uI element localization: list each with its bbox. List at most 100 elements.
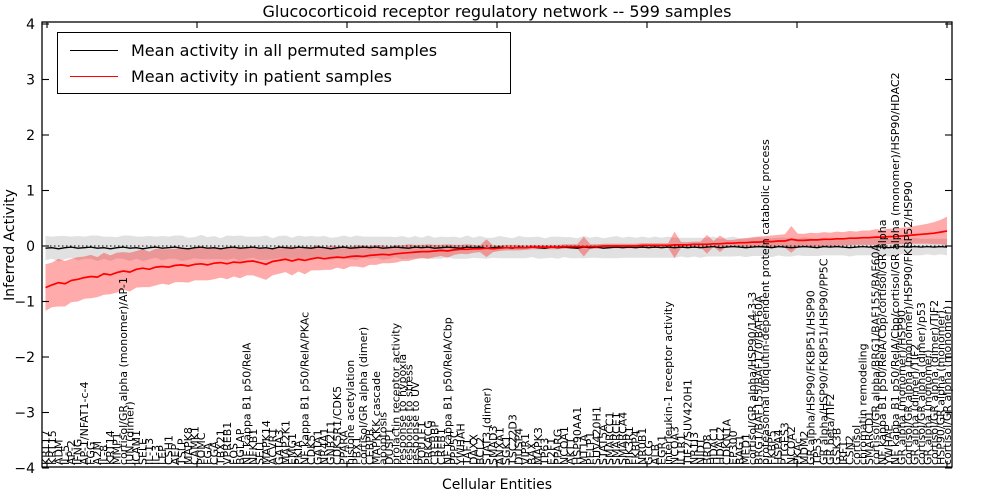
x-tick-label: cortisol/GR alpha/HSP90/14-3-3 [746, 292, 759, 465]
x-tick-label: NCOA2 [785, 426, 798, 465]
x-tick-label: PPP5C [448, 430, 461, 465]
x-tick-label: CAMK1 [189, 426, 202, 465]
x-tick-label: NF kappa B1 p50/RelA [240, 342, 253, 465]
x-tick-label: cortisol/GR alpha (monomer) [941, 306, 954, 465]
x-tick-label: HSPA4 [772, 429, 785, 465]
x-tick-label: cortisol/GR alpha (dimer) [357, 327, 370, 465]
x-tick-label: NF kappa B1 p50/RelA/Cbp/cortisol/GR alp… [876, 219, 889, 465]
y-tick-label: 4 [26, 17, 35, 33]
x-tick-label: GR alpha (monomer)/HSP90 [895, 310, 908, 465]
y-axis-label: Inferred Activity [2, 189, 18, 301]
x-tick-label: MED1 [740, 433, 753, 465]
x-tick-label: AP-2 [65, 440, 78, 465]
x-tick-label: ICAM1 [130, 430, 143, 465]
black-line-sample-icon [70, 49, 118, 51]
x-tick-label: cortisol/GR alpha/BRG1/BAF155/BAF60A [870, 243, 883, 465]
x-tick-label: SMARCA4 [617, 412, 630, 465]
x-tick-label: NR4A1 [318, 428, 331, 465]
x-tick-label: FKBP5 [766, 430, 779, 465]
x-tick-label: SMARCC1 [604, 412, 617, 465]
x-tick-label: GR beta/TIF2 [824, 394, 837, 465]
x-tick-label: FGG [85, 442, 98, 465]
x-tick-label: cortisol/GR alpha (dimer)/p53 [915, 302, 928, 465]
x-tick-label: histone acetylation [344, 360, 357, 465]
x-tick-label: PBX1 [351, 436, 364, 465]
x-tick-label: PPARG [552, 429, 565, 465]
x-tick-label: IL-8 [98, 445, 111, 465]
x-tick-label: DAXX [467, 434, 480, 465]
x-tick-label: GR alpha/HSP90/FKBP51/HSP90/PP5C [818, 258, 831, 465]
x-tick-label: GR alpha (monomer) [921, 350, 934, 465]
chart-title: Glucocorticoid receptor regulatory netwo… [262, 2, 732, 21]
x-tick-label: SELL [253, 438, 266, 465]
x-tick-label: CGA [208, 441, 221, 465]
x-tick-label: NF kappa B1 p50/RelA/PKAc [299, 312, 312, 465]
x-tick-label: cortisol/GR alpha (dimer)/TIF2 [928, 300, 941, 465]
x-tick-label: POU1F1 [416, 421, 429, 465]
x-tick-label: CDK5R1/CDK5 [331, 386, 344, 465]
x-tick-label: response to UV [409, 381, 422, 465]
x-tick-label: MDM2 [798, 431, 811, 465]
x-tick-label: SUV420H1 [591, 406, 604, 465]
x-tick-label: TAF1 [461, 438, 474, 466]
x-tick-label: FOS [227, 443, 240, 465]
legend-label-patient: Mean activity in patient samples [131, 66, 392, 86]
x-tick-label: BAG1 [733, 435, 746, 465]
x-tick-label: YWHAH [454, 423, 467, 466]
x-tick-label: KRT14 [104, 430, 117, 465]
x-tick-label: response to stress [403, 364, 416, 465]
x-tick-label: SELE [137, 438, 150, 465]
x-tick-label: IL-5 [59, 445, 72, 465]
y-tick-label: 0 [26, 239, 35, 255]
x-tick-label: E2F1 [545, 438, 558, 465]
x-tick-label: cortisol [850, 425, 863, 465]
x-tick-label: BCL2 [474, 437, 487, 465]
x-tick-label: ALB [649, 444, 662, 465]
x-tick-label: IFNG [72, 439, 85, 465]
x-tick-label: GATA3 [273, 429, 286, 465]
red-line-sample-icon [70, 75, 118, 77]
x-tick-label: LEP [156, 445, 169, 465]
x-tick-label: GSK3B [831, 428, 844, 465]
x-tick-label: GR alpha (dimer)/TIF2 [908, 344, 921, 465]
x-tick-label: TP53 [811, 438, 824, 466]
y-tick-label: −2 [14, 350, 35, 366]
x-tick-label: EGR1 [655, 435, 668, 465]
x-tick-label: ADM [52, 440, 65, 466]
x-tick-label: HDAC1 [707, 426, 720, 465]
x-tick-label: EP300 [727, 430, 740, 465]
x-tick-label: SMARCD1 [863, 411, 876, 465]
legend-entry-patient: Mean activity in patient samples [58, 67, 510, 86]
x-tick-label: MAP2K1 [279, 420, 292, 465]
patient-band [45, 216, 947, 311]
x-tick-label: chromatin remodeling [857, 343, 870, 465]
x-tick-label: NCOA1 [558, 426, 571, 465]
x-tick-labels: KRT17KRT15ADMIL-5AP-2IFNGAP-1/NFAT1-c-4F… [39, 72, 954, 466]
x-tick-label: BAX [526, 442, 539, 465]
x-tick-label: MAPK8 [182, 427, 195, 465]
x-tick-label: NF kappa B1 p50/RelA/Cbp/cortisol/GR alp… [889, 72, 902, 465]
x-tick-label: apoptosis [377, 412, 390, 465]
x-tick-label: VIPR1 [519, 433, 532, 465]
x-tick-label: MT1A [578, 434, 591, 465]
x-tick-label: proteasomal ubiquitin-dependent protein … [759, 139, 772, 465]
legend: Mean activity in all permuted samples Me… [57, 32, 511, 94]
x-tick-label: POMC [195, 432, 208, 465]
x-tick-label: MAPK3 [532, 427, 545, 465]
x-tick-label: IL-3 [150, 445, 163, 465]
x-tick-label: GR alpha/HSP90/FKBP51/HSP90 [805, 290, 818, 465]
x-tick-label: BRG1/BAF155/BAF170/BAF60A [753, 295, 766, 465]
x-tick-label: GNB2L1 [325, 421, 338, 465]
x-tick-label: PRKACG [422, 420, 435, 465]
x-tick-label: prolactin receptor activity [390, 322, 403, 465]
x-tick-label: TIF2/SUV420H1 [681, 379, 694, 466]
x-tick-label: GATA1 [312, 429, 325, 465]
x-tick-label: BGLAP [234, 428, 247, 465]
x-tick-label: EMG1 [286, 433, 299, 465]
x-tick-label: CSN2 [844, 435, 857, 465]
x-tick-label: CREB1 [435, 428, 448, 465]
x-tick-label: PTGES3 [779, 422, 792, 465]
permuted-mean-line [45, 245, 948, 250]
